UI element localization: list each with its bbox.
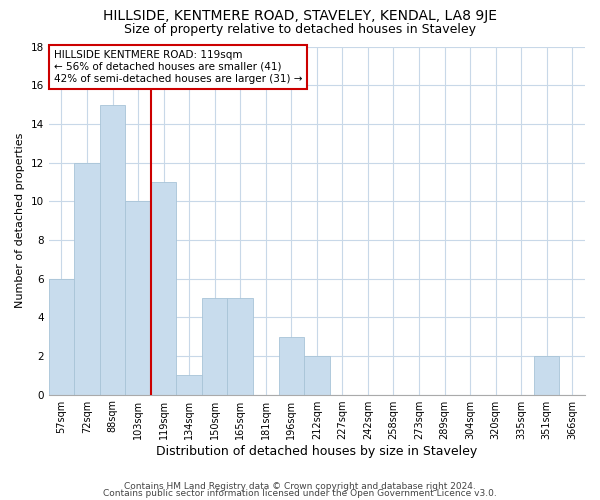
Text: Size of property relative to detached houses in Staveley: Size of property relative to detached ho… [124, 22, 476, 36]
Text: Contains public sector information licensed under the Open Government Licence v3: Contains public sector information licen… [103, 489, 497, 498]
Bar [202, 298, 227, 394]
Bar [227, 298, 253, 394]
Bar [278, 336, 304, 394]
Text: HILLSIDE KENTMERE ROAD: 119sqm
← 56% of detached houses are smaller (41)
42% of : HILLSIDE KENTMERE ROAD: 119sqm ← 56% of … [54, 50, 302, 84]
Text: HILLSIDE, KENTMERE ROAD, STAVELEY, KENDAL, LA8 9JE: HILLSIDE, KENTMERE ROAD, STAVELEY, KENDA… [103, 9, 497, 23]
Bar [176, 375, 202, 394]
Bar [304, 356, 329, 395]
Y-axis label: Number of detached properties: Number of detached properties [15, 133, 25, 308]
Bar [100, 104, 125, 395]
X-axis label: Distribution of detached houses by size in Staveley: Distribution of detached houses by size … [156, 444, 478, 458]
Bar [49, 278, 74, 394]
Bar [151, 182, 176, 394]
Bar [74, 162, 100, 394]
Bar [534, 356, 559, 395]
Bar [125, 201, 151, 394]
Text: Contains HM Land Registry data © Crown copyright and database right 2024.: Contains HM Land Registry data © Crown c… [124, 482, 476, 491]
